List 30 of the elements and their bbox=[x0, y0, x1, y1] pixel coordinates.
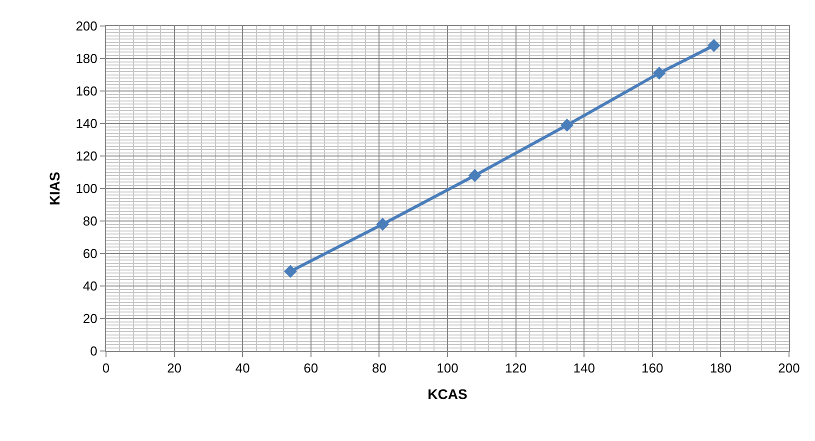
x-tick-label: 20 bbox=[167, 360, 182, 376]
y-tick-label: 0 bbox=[90, 344, 98, 359]
y-tick-label: 180 bbox=[76, 51, 98, 66]
x-tick-label: 120 bbox=[504, 360, 527, 376]
x-tick-label: 80 bbox=[372, 360, 386, 376]
y-tick-label: 20 bbox=[82, 311, 98, 326]
x-tick-label: 140 bbox=[573, 360, 595, 376]
y-tick-label: 100 bbox=[76, 181, 98, 196]
x-tick-label: 200 bbox=[778, 360, 800, 376]
point bbox=[652, 66, 666, 80]
y-tick-label: 160 bbox=[76, 84, 98, 99]
x-tick-label: 100 bbox=[436, 360, 458, 376]
x-tick-label: 40 bbox=[235, 360, 250, 376]
y-tick-label: 60 bbox=[82, 246, 98, 262]
point bbox=[707, 39, 720, 52]
point bbox=[284, 264, 297, 278]
y-tick-label: 80 bbox=[82, 214, 98, 229]
y-tick-label: 120 bbox=[76, 148, 98, 164]
x-tick-label: 0 bbox=[102, 360, 110, 376]
x-tick-label: 160 bbox=[642, 360, 664, 376]
x-axis-title: KCAS bbox=[428, 386, 468, 402]
x-tick-label: 180 bbox=[710, 360, 732, 376]
y-tick-label: 40 bbox=[82, 278, 98, 294]
point bbox=[560, 118, 574, 132]
y-tick-label: 200 bbox=[76, 18, 98, 34]
y-axis-title: KIAS bbox=[46, 172, 62, 206]
x-tick-label: 60 bbox=[304, 360, 318, 376]
point bbox=[468, 169, 482, 182]
y-tick-label: 140 bbox=[76, 116, 98, 132]
point bbox=[376, 218, 390, 231]
